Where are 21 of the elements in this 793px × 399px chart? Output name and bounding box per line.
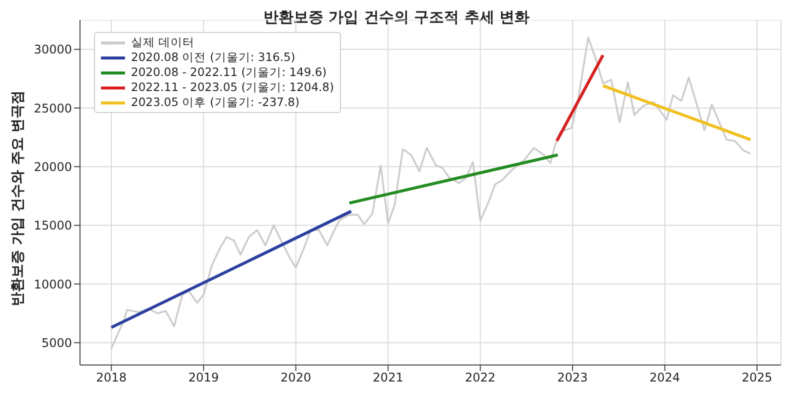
x-tick-label: 2020: [280, 370, 312, 385]
x-tick-label: 2021: [372, 370, 404, 385]
legend-label: 2022.11 - 2023.05 (기울기: 1204.8): [131, 80, 334, 95]
legend-label: 2023.05 이후 (기울기: -237.8): [131, 95, 300, 110]
legend-label: 2020.08 이전 (기울기: 316.5): [131, 50, 296, 65]
x-tick-label: 2023: [557, 370, 588, 385]
legend-label: 2020.08 - 2022.11 (기울기: 149.6): [131, 65, 327, 80]
legend-label: 실제 데이터: [131, 35, 195, 50]
y-tick-label: 20000: [34, 160, 72, 174]
y-tick-label: 15000: [34, 218, 72, 233]
x-tick-label: 2022: [465, 370, 496, 385]
y-tick-label: 25000: [34, 101, 72, 116]
line-series: [110, 36, 752, 350]
x-tick-label: 2019: [188, 370, 219, 385]
y-tick-label: 10000: [34, 277, 72, 292]
y-axis-title: 반환보증 가입 건수와 주요 변곡점: [9, 90, 27, 306]
x-tick-label: 2025: [742, 370, 772, 385]
x-tick-label: 2018: [96, 370, 127, 385]
x-tick-label: 2024: [650, 370, 680, 385]
y-tick-label: 30000: [34, 42, 72, 57]
y-tick-label: 5000: [41, 336, 72, 350]
